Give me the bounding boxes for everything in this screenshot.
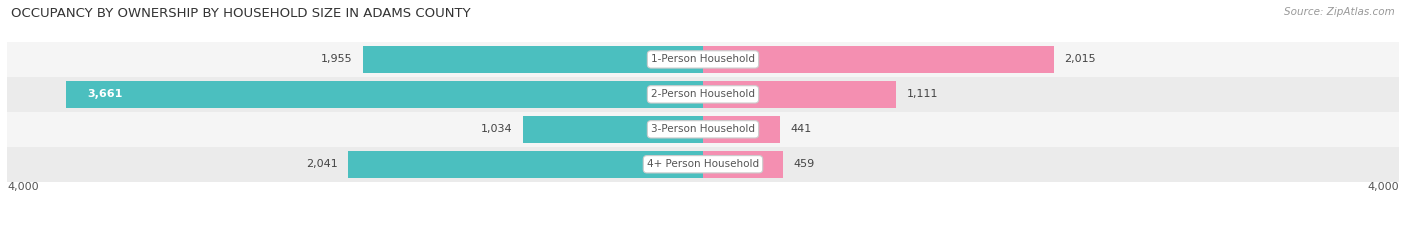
Text: 2-Person Household: 2-Person Household bbox=[651, 89, 755, 99]
Text: 3-Person Household: 3-Person Household bbox=[651, 124, 755, 134]
Bar bbox=[523, 116, 703, 143]
Text: 441: 441 bbox=[790, 124, 811, 134]
Bar bbox=[347, 151, 703, 178]
Text: 1-Person Household: 1-Person Household bbox=[651, 55, 755, 64]
Bar bbox=[7, 77, 1399, 112]
Text: 2,041: 2,041 bbox=[305, 159, 337, 169]
Text: 4+ Person Household: 4+ Person Household bbox=[647, 159, 759, 169]
Bar bbox=[7, 42, 1399, 77]
Bar bbox=[703, 151, 783, 178]
Text: OCCUPANCY BY OWNERSHIP BY HOUSEHOLD SIZE IN ADAMS COUNTY: OCCUPANCY BY OWNERSHIP BY HOUSEHOLD SIZE… bbox=[11, 7, 471, 20]
Legend: Owner-occupied, Renter-occupied: Owner-occupied, Renter-occupied bbox=[576, 230, 830, 233]
Bar bbox=[703, 81, 896, 108]
Text: 3,661: 3,661 bbox=[87, 89, 122, 99]
Text: 4,000: 4,000 bbox=[1368, 182, 1399, 192]
Bar bbox=[7, 147, 1399, 182]
Bar bbox=[7, 112, 1399, 147]
Bar bbox=[363, 46, 703, 73]
Text: 1,111: 1,111 bbox=[907, 89, 938, 99]
Text: 1,034: 1,034 bbox=[481, 124, 513, 134]
Text: Source: ZipAtlas.com: Source: ZipAtlas.com bbox=[1284, 7, 1395, 17]
Bar bbox=[66, 81, 703, 108]
Bar bbox=[703, 46, 1053, 73]
Text: 2,015: 2,015 bbox=[1064, 55, 1095, 64]
Text: 459: 459 bbox=[793, 159, 814, 169]
Bar bbox=[703, 116, 780, 143]
Text: 1,955: 1,955 bbox=[321, 55, 353, 64]
Text: 4,000: 4,000 bbox=[7, 182, 38, 192]
